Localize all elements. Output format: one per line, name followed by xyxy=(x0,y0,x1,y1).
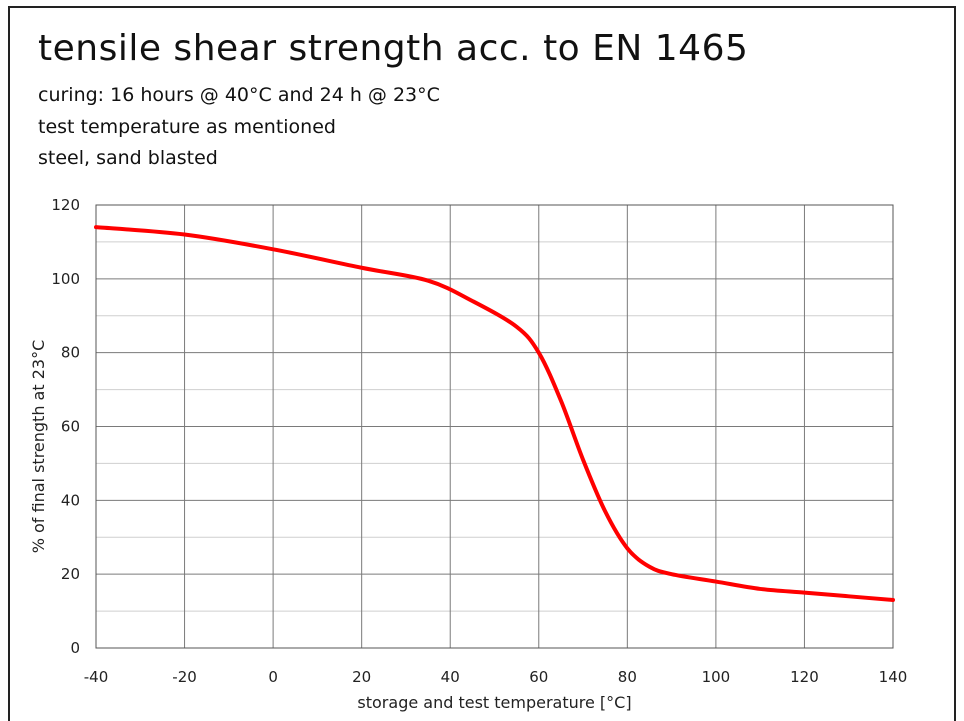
x-tick-label: 40 xyxy=(441,668,460,686)
x-tick-label: 80 xyxy=(618,668,637,686)
y-tick-label: 120 xyxy=(51,196,80,214)
grid-lines xyxy=(95,204,894,649)
y-tick-label: 80 xyxy=(61,344,80,362)
curing-note: curing: 16 hours @ 40°C and 24 h @ 23°C xyxy=(38,84,440,106)
plot-border xyxy=(95,204,894,649)
x-axis-label: storage and test temperature [°C] xyxy=(357,693,631,712)
chart-title: tensile shear strength acc. to EN 1465 xyxy=(38,28,749,69)
x-tick-label: 0 xyxy=(268,668,278,686)
x-tick-label: -40 xyxy=(84,668,109,686)
y-tick-label: 0 xyxy=(70,639,80,657)
substrate-note: steel, sand blasted xyxy=(38,147,218,169)
test-temperature-note: test temperature as mentioned xyxy=(38,116,336,138)
x-tick-label: -20 xyxy=(172,668,197,686)
strength-curve xyxy=(94,225,895,603)
y-axis-label: % of final strength at 23°C xyxy=(29,340,48,554)
y-tick-label: 40 xyxy=(61,491,80,509)
y-tick-label: 100 xyxy=(51,270,80,288)
chart-frame xyxy=(8,6,956,721)
x-tick-label: 140 xyxy=(879,668,908,686)
series-group xyxy=(94,225,895,603)
x-tick-label: 20 xyxy=(352,668,371,686)
y-tick-label: 60 xyxy=(61,418,80,436)
y-tick-label: 20 xyxy=(61,565,80,583)
x-tick-label: 60 xyxy=(529,668,548,686)
x-tick-label: 100 xyxy=(702,668,731,686)
x-tick-label: 120 xyxy=(790,668,819,686)
tick-labels: 0 20 40 60 80 100 120 -40 -20 0 20 40 60 80 100 120 140 xyxy=(51,196,907,686)
